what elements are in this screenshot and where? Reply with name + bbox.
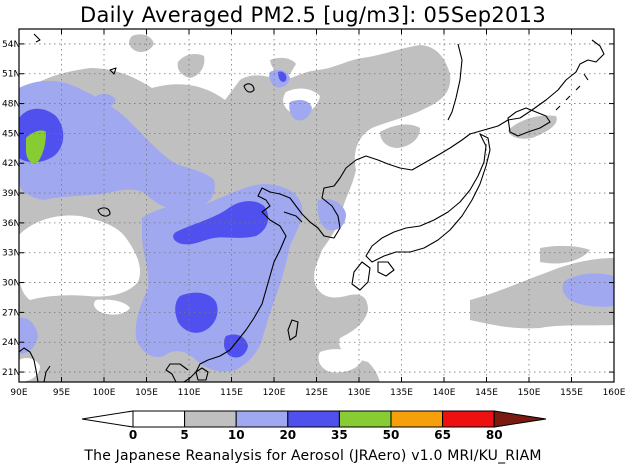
lon-tick-label: 145E [475, 388, 498, 398]
lon-tick-label: 125E [305, 388, 328, 398]
lat-lon-grid [19, 29, 614, 382]
lat-tick-label: 24N [2, 338, 20, 348]
lat-tick-label: 36N [2, 219, 20, 229]
coastlines [19, 33, 605, 382]
colorbar-label: 10 [228, 428, 245, 442]
colorbar: 0 5 10 20 35 50 65 80 [81, 410, 547, 442]
colorbar-overflow-arrow [493, 410, 547, 428]
lon-tick-label: 105E [135, 388, 158, 398]
colorbar-swatch-20-35 [287, 410, 340, 428]
colorbar-swatch-50-65 [390, 410, 444, 428]
lon-tick-label: 115E [220, 388, 243, 398]
lon-tick-label: 120E [263, 388, 286, 398]
lon-tick-label: 100E [93, 388, 116, 398]
colorbar-swatch-65-80 [442, 410, 495, 428]
colorbar-label: 35 [331, 428, 348, 442]
credit-text: The Japanese Reanalysis for Aerosol (JRA… [84, 448, 542, 464]
pm25-35-50-field [26, 130, 46, 164]
colorbar-label: 50 [383, 428, 400, 442]
lat-tick-label: 45N [2, 129, 20, 139]
lon-tick-label: 135E [390, 388, 413, 398]
lon-tick-label: 160E [603, 388, 626, 398]
colorbar-underflow-arrow [81, 410, 134, 428]
colorbar-swatch-5-10 [184, 410, 237, 428]
lat-tick-label: 30N [2, 279, 20, 289]
lat-tick-label: 27N [2, 308, 20, 318]
lat-tick-label: 51N [2, 70, 20, 80]
colorbar-label: 20 [279, 428, 296, 442]
map-title: Daily Averaged PM2.5 [ug/m3]: 05Sep2013 [79, 3, 547, 27]
colorbar-label: 65 [434, 428, 451, 442]
colorbar-label: 80 [486, 428, 503, 442]
colorbar-label: 5 [180, 428, 188, 442]
lon-tick-label: 140E [433, 388, 456, 398]
lon-tick-label: 95E [53, 388, 70, 398]
lon-tick-label: 155E [560, 388, 583, 398]
lon-tick-label: 90E [10, 388, 27, 398]
lat-tick-label: 54N [2, 40, 20, 50]
pm25-contour-fields [19, 34, 614, 382]
colorbar-swatch-10-20 [235, 410, 289, 428]
colorbar-swatch-35-50 [338, 410, 392, 428]
lon-tick-label: 110E [178, 388, 201, 398]
lon-tick-label: 150E [518, 388, 541, 398]
lat-tick-label: 42N [2, 159, 20, 169]
colorbar-swatch-0-5 [132, 410, 186, 428]
colorbar-label: 0 [129, 428, 137, 442]
lat-tick-label: 48N [2, 100, 20, 110]
map-axes: 90E 95E 100E 105E 110E 115E 120E 125E 130E 135E 14… [2, 29, 626, 398]
lon-tick-label: 130E [348, 388, 371, 398]
lat-tick-label: 39N [2, 189, 20, 199]
lat-tick-label: 33N [2, 249, 20, 259]
lat-tick-label: 21N [2, 368, 20, 378]
